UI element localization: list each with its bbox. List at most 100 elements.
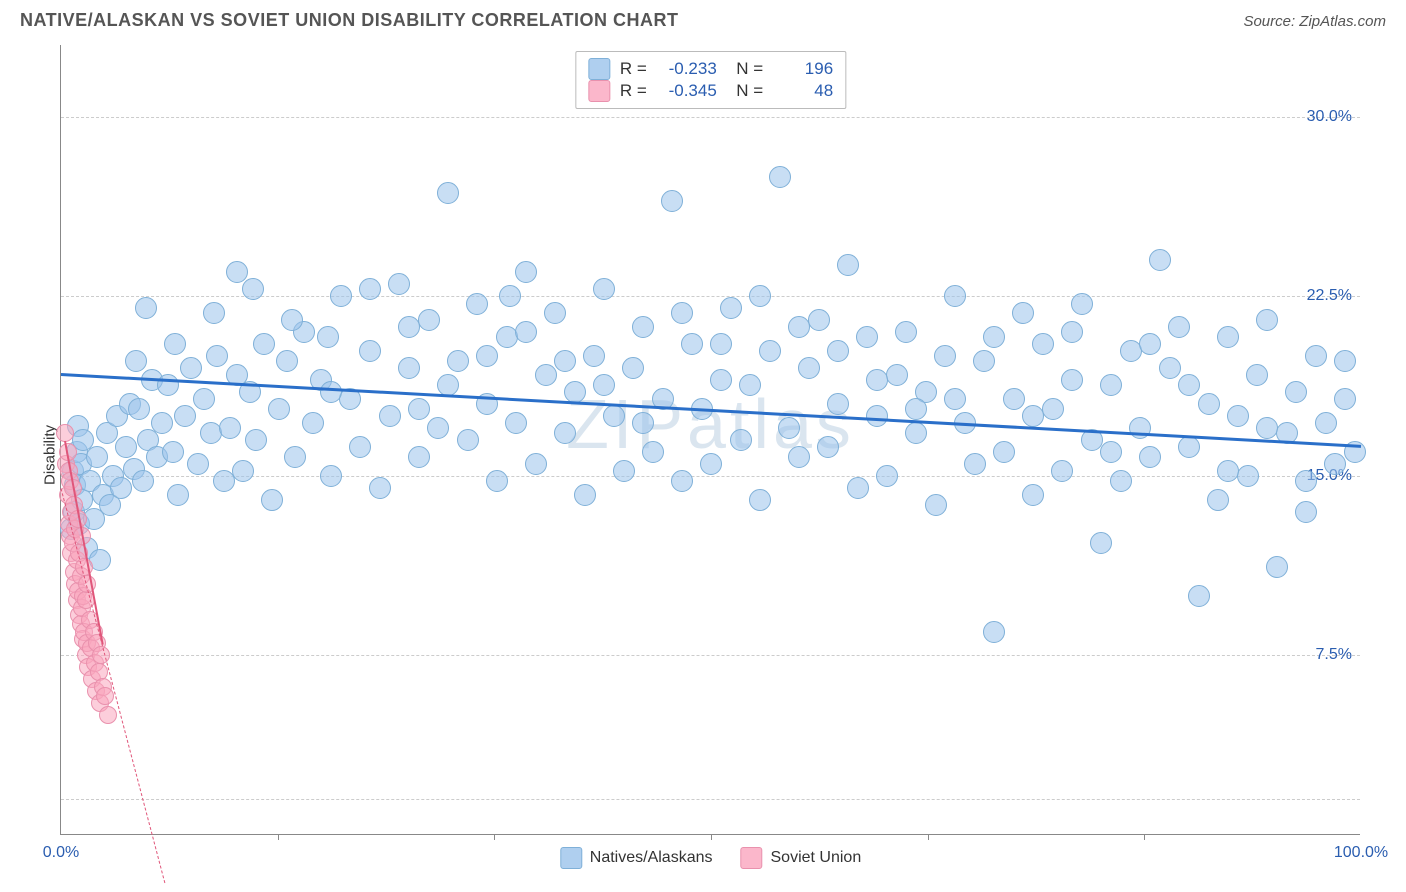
stats-row: R =-0.233 N =196 bbox=[588, 58, 833, 80]
data-point bbox=[167, 484, 189, 506]
data-point bbox=[759, 340, 781, 362]
data-point bbox=[749, 489, 771, 511]
data-point bbox=[398, 357, 420, 379]
data-point bbox=[993, 441, 1015, 463]
data-point bbox=[544, 302, 566, 324]
data-point bbox=[1207, 489, 1229, 511]
data-point bbox=[525, 453, 547, 475]
data-point bbox=[92, 646, 110, 664]
data-point bbox=[1188, 585, 1210, 607]
data-point bbox=[457, 429, 479, 451]
data-point bbox=[856, 326, 878, 348]
data-point bbox=[827, 393, 849, 415]
data-point bbox=[349, 436, 371, 458]
data-point bbox=[788, 446, 810, 468]
data-point bbox=[934, 345, 956, 367]
data-point bbox=[1061, 369, 1083, 391]
data-point bbox=[866, 405, 888, 427]
data-point bbox=[642, 441, 664, 463]
x-tick bbox=[278, 834, 279, 840]
data-point bbox=[710, 333, 732, 355]
data-point bbox=[1129, 417, 1151, 439]
data-point bbox=[1217, 326, 1239, 348]
stat-r-value: -0.233 bbox=[657, 59, 717, 79]
data-point bbox=[554, 350, 576, 372]
data-point bbox=[720, 297, 742, 319]
data-point bbox=[983, 326, 1005, 348]
gridline bbox=[61, 655, 1360, 656]
data-point bbox=[593, 278, 615, 300]
data-point bbox=[110, 477, 132, 499]
data-point bbox=[1051, 460, 1073, 482]
data-point bbox=[866, 369, 888, 391]
data-point bbox=[574, 484, 596, 506]
data-point bbox=[847, 477, 869, 499]
stats-legend-box: R =-0.233 N =196R =-0.345 N =48 bbox=[575, 51, 846, 109]
data-point bbox=[817, 436, 839, 458]
data-point bbox=[486, 470, 508, 492]
data-point bbox=[466, 293, 488, 315]
data-point bbox=[798, 357, 820, 379]
x-tick bbox=[711, 834, 712, 840]
data-point bbox=[1256, 309, 1278, 331]
data-point bbox=[330, 285, 352, 307]
data-point bbox=[1295, 470, 1317, 492]
data-point bbox=[1237, 465, 1259, 487]
x-tick-label: 100.0% bbox=[1334, 844, 1388, 862]
data-point bbox=[808, 309, 830, 331]
data-point bbox=[164, 333, 186, 355]
data-point bbox=[1100, 441, 1122, 463]
data-point bbox=[730, 429, 752, 451]
data-point bbox=[925, 494, 947, 516]
data-point bbox=[886, 364, 908, 386]
plot-area: ZIPatlas R =-0.233 N =196R =-0.345 N =48… bbox=[60, 45, 1360, 835]
data-point bbox=[1295, 501, 1317, 523]
data-point bbox=[99, 706, 117, 724]
data-point bbox=[369, 477, 391, 499]
data-point bbox=[132, 470, 154, 492]
data-point bbox=[1110, 470, 1132, 492]
swatch-icon bbox=[560, 847, 582, 869]
data-point bbox=[661, 190, 683, 212]
legend-item: Soviet Union bbox=[741, 847, 862, 869]
data-point bbox=[1022, 405, 1044, 427]
data-point bbox=[739, 374, 761, 396]
data-point bbox=[515, 321, 537, 343]
data-point bbox=[447, 350, 469, 372]
stat-n-value: 48 bbox=[773, 81, 833, 101]
x-tick bbox=[494, 834, 495, 840]
data-point bbox=[788, 316, 810, 338]
data-point bbox=[1168, 316, 1190, 338]
data-point bbox=[1149, 249, 1171, 271]
legend-label: Soviet Union bbox=[771, 849, 862, 867]
data-point bbox=[1315, 412, 1337, 434]
data-point bbox=[253, 333, 275, 355]
stat-r-label: R = bbox=[620, 81, 647, 101]
data-point bbox=[905, 422, 927, 444]
data-point bbox=[408, 446, 430, 468]
data-point bbox=[564, 381, 586, 403]
data-point bbox=[1022, 484, 1044, 506]
swatch-icon bbox=[741, 847, 763, 869]
gridline bbox=[61, 476, 1360, 477]
data-point bbox=[1334, 388, 1356, 410]
data-point bbox=[302, 412, 324, 434]
data-point bbox=[535, 364, 557, 386]
data-point bbox=[388, 273, 410, 295]
data-point bbox=[1285, 381, 1307, 403]
data-point bbox=[187, 453, 209, 475]
data-point bbox=[115, 436, 137, 458]
data-point bbox=[157, 374, 179, 396]
legend-label: Natives/Alaskans bbox=[590, 849, 713, 867]
data-point bbox=[242, 278, 264, 300]
data-point bbox=[151, 412, 173, 434]
stat-n-value: 196 bbox=[773, 59, 833, 79]
legend-bottom: Natives/Alaskans Soviet Union bbox=[560, 847, 861, 869]
data-point bbox=[206, 345, 228, 367]
data-point bbox=[261, 489, 283, 511]
data-point bbox=[681, 333, 703, 355]
data-point bbox=[281, 309, 303, 331]
data-point bbox=[1178, 374, 1200, 396]
data-point bbox=[317, 326, 339, 348]
data-point bbox=[320, 465, 342, 487]
